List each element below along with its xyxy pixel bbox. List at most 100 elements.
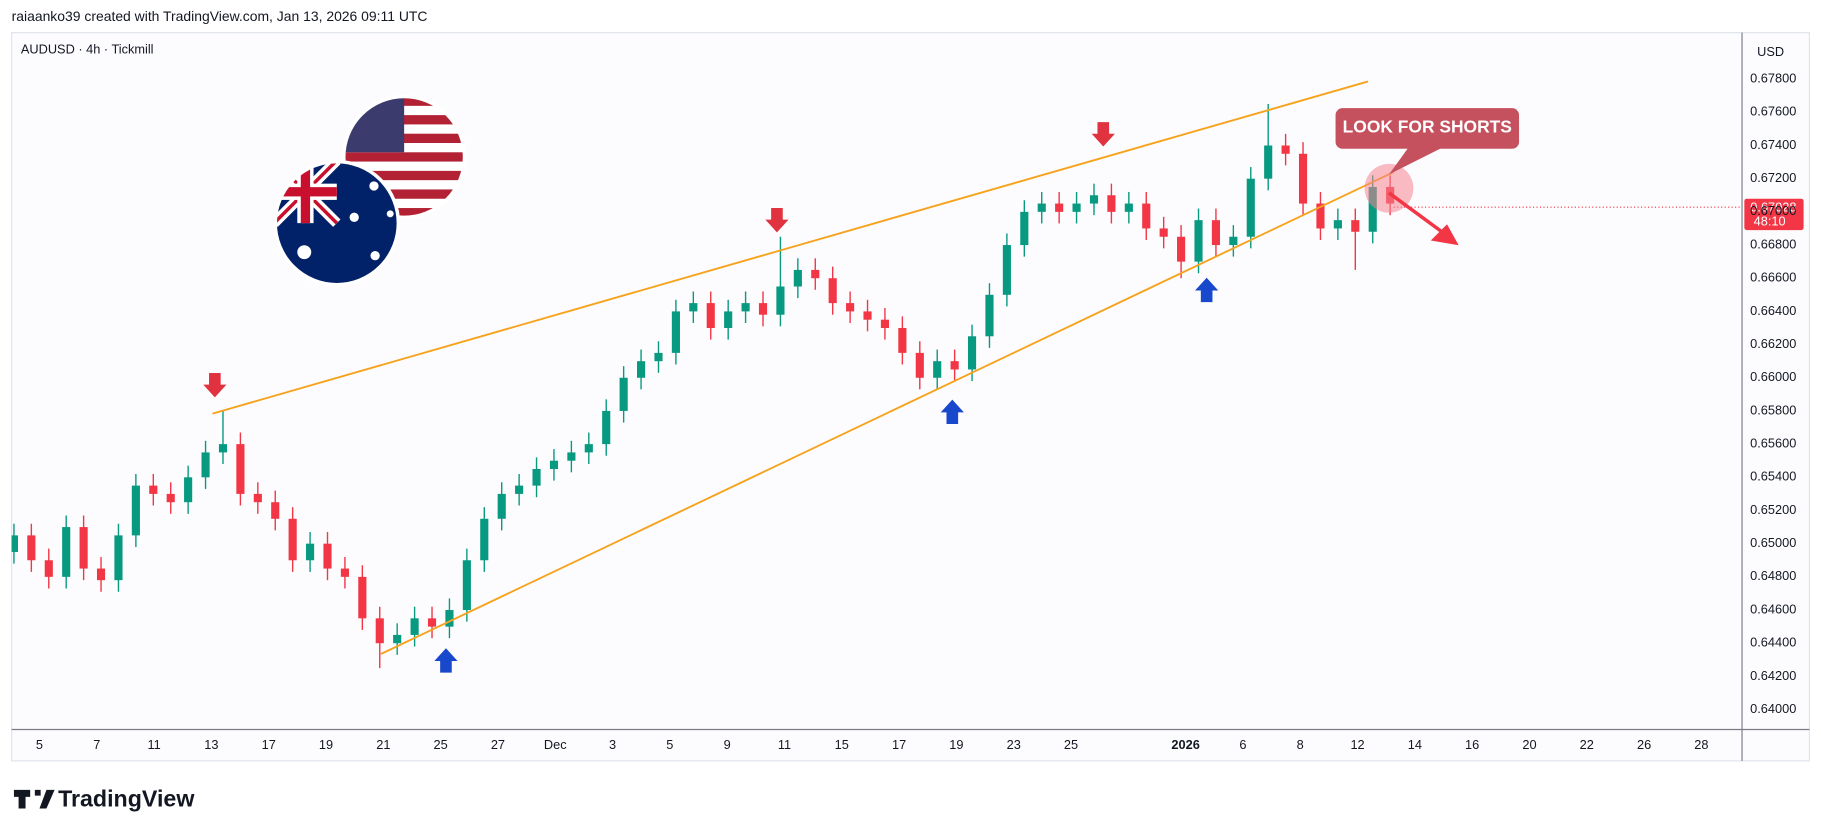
y-tick-label: 0.67200 (1750, 170, 1796, 185)
candle-body (846, 303, 855, 312)
candle-body (950, 361, 959, 370)
x-tick-label: 11 (147, 737, 160, 752)
candle-body (375, 618, 384, 644)
x-tick-label: 19 (319, 737, 333, 752)
candle-body (1072, 203, 1081, 212)
candle-body (1037, 203, 1046, 212)
candle-body (410, 618, 419, 635)
x-tick-label: 26 (1637, 737, 1651, 752)
candle-body (1351, 220, 1360, 232)
x-tick-label: 23 (1007, 737, 1021, 752)
candle-body (62, 527, 71, 577)
y-tick-label: 0.65800 (1750, 402, 1796, 417)
x-tick-label: 5 (666, 737, 673, 752)
y-tick-label: 0.66400 (1750, 303, 1796, 318)
candle-body (358, 576, 367, 619)
y-tick-label: 0.64400 (1750, 635, 1796, 650)
candle-body (619, 377, 628, 411)
y-tick-label: 0.64800 (1750, 568, 1796, 583)
candle-body (741, 303, 750, 312)
candle-body (1368, 186, 1377, 232)
candle-body (1020, 211, 1029, 246)
candle-body (184, 477, 193, 503)
au-flag-rim (273, 159, 401, 287)
candle-body (1333, 220, 1342, 229)
candle-body (445, 610, 454, 627)
candle-body (567, 452, 576, 461)
upper-trendline (212, 80, 1369, 415)
x-tick-label: 5 (36, 737, 43, 752)
y-tick-label: 0.64600 (1750, 601, 1796, 616)
candle-body (131, 485, 140, 536)
candle-body (480, 518, 489, 561)
candle-body (1002, 245, 1011, 295)
candle-body (462, 560, 471, 611)
candle-body (1229, 236, 1238, 246)
candle-body (933, 361, 942, 378)
candle-body (1089, 195, 1099, 204)
tradingview-logo: TradingView (13, 785, 195, 811)
candle-body (253, 493, 262, 503)
x-tick-label: 14 (1408, 737, 1422, 752)
candle-body (915, 352, 924, 378)
chart-frame (11, 32, 1810, 762)
lower-trendline (380, 171, 1395, 655)
x-tick-label: 8 (1297, 737, 1304, 752)
candle-body (114, 535, 123, 581)
candle-body (758, 303, 768, 315)
y-tick-label: 0.67800 (1750, 71, 1796, 86)
x-tick-label: 17 (892, 737, 906, 752)
x-tick-label: 27 (491, 737, 505, 752)
down-arrow-line (1387, 191, 1447, 237)
candle-body (201, 452, 210, 478)
x-tick-label: 21 (376, 737, 390, 752)
candle-body (1177, 236, 1186, 262)
y-tick-label: 0.66600 (1750, 270, 1796, 285)
candle-body (44, 560, 53, 577)
candle-body (27, 535, 36, 561)
x-tick-label: 25 (1064, 737, 1078, 752)
candle-body (1246, 178, 1255, 237)
candle-body (1159, 228, 1168, 237)
countdown: 48:10 (1754, 213, 1786, 228)
candle-body (340, 568, 349, 577)
x-tick-label: 2026 (1171, 737, 1199, 752)
down-arrows (203, 122, 1115, 398)
x-tick-label: 17 (262, 737, 276, 752)
us-flag-rim (342, 94, 467, 220)
x-tick-label: 15 (835, 737, 849, 752)
candle-body (602, 410, 611, 445)
au-flag (275, 161, 399, 285)
candle-body (271, 502, 280, 519)
candle-body (549, 460, 559, 470)
candle-body (323, 543, 332, 569)
candle-body (166, 493, 175, 503)
author-line: raiaanko39 created with TradingView.com,… (12, 8, 428, 24)
candle-body (1316, 203, 1325, 229)
candle-body (863, 311, 872, 320)
candle-body (1124, 203, 1133, 212)
candle-body (828, 278, 837, 304)
y-tick-label: 0.64200 (1750, 668, 1796, 683)
x-tick-label: 9 (724, 737, 731, 752)
candle-body (1194, 220, 1203, 262)
candle-body (497, 493, 506, 519)
candle-body (393, 634, 402, 644)
candle-body (1281, 145, 1290, 154)
candle-body (218, 444, 228, 453)
y-tick-label: 0.67400 (1750, 137, 1796, 152)
x-tick-label: 3 (609, 737, 616, 752)
candle-body (654, 352, 663, 362)
candle-body (427, 618, 437, 627)
y-tick-label: 0.65000 (1750, 535, 1796, 550)
x-tick-label: Dec (544, 737, 567, 752)
candle-body (288, 518, 297, 561)
y-tick-label: 0.65400 (1750, 469, 1796, 484)
last-price-box (1744, 198, 1804, 231)
x-tick-label: 11 (778, 737, 791, 752)
candle-body (793, 269, 802, 287)
y-tick-label: 0.65200 (1750, 502, 1796, 517)
candle-body (515, 485, 524, 494)
candle-body (1264, 145, 1273, 179)
